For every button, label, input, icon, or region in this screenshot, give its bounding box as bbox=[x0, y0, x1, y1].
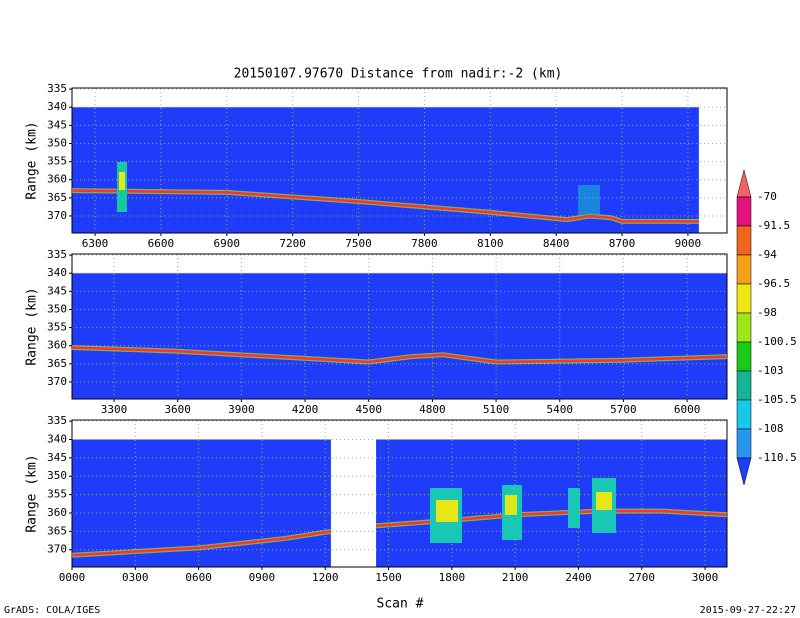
colorbar-cap bbox=[736, 457, 752, 486]
x-tick-label: 9000 bbox=[675, 237, 702, 250]
y-tick-label: 340 bbox=[47, 266, 67, 279]
echo-patch bbox=[505, 495, 517, 515]
x-tick-label: 0300 bbox=[122, 571, 149, 584]
y-tick-label: 345 bbox=[47, 118, 67, 131]
colorbar-cap bbox=[736, 169, 752, 198]
colorbar-label: -98 bbox=[757, 306, 777, 319]
y-tick-label: 345 bbox=[47, 451, 67, 464]
x-tick-label: 1500 bbox=[375, 571, 402, 584]
plot-frame bbox=[71, 253, 728, 400]
x-tick-label: 3000 bbox=[692, 571, 719, 584]
echo-patch bbox=[119, 172, 125, 190]
colorbar-segment bbox=[736, 370, 752, 401]
x-tick-label: 8400 bbox=[543, 237, 570, 250]
colorbar-label: -91.5 bbox=[757, 219, 790, 232]
colorbar-label: -103 bbox=[757, 364, 784, 377]
timestamp: 2015-09-27-22:27 bbox=[700, 605, 796, 616]
colorbar-segment bbox=[736, 225, 752, 256]
x-tick-label: 2400 bbox=[565, 571, 592, 584]
x-tick-label: 6600 bbox=[148, 237, 175, 250]
y-tick-label: 370 bbox=[47, 209, 67, 222]
x-tick-label: 0600 bbox=[185, 571, 212, 584]
colorbar-segment bbox=[736, 196, 752, 227]
x-tick-label: 3900 bbox=[228, 403, 255, 416]
x-tick-label: 5400 bbox=[546, 403, 573, 416]
y-tick-label: 360 bbox=[47, 339, 67, 352]
x-tick-label: 7200 bbox=[279, 237, 306, 250]
colorbar-segment bbox=[736, 312, 752, 343]
y-tick-label: 355 bbox=[47, 155, 67, 168]
echo-patch bbox=[436, 500, 458, 522]
y-tick-label: 350 bbox=[47, 469, 67, 482]
y-tick-label: 345 bbox=[47, 284, 67, 297]
x-tick-label: 7800 bbox=[411, 237, 438, 250]
y-tick-label: 360 bbox=[47, 173, 67, 186]
plot-frame bbox=[71, 87, 728, 234]
echo-patch bbox=[578, 185, 600, 215]
colorbar-label: -110.5 bbox=[757, 451, 797, 464]
y-axis-label: Range (km) bbox=[25, 287, 40, 365]
y-axis-label: Range (km) bbox=[25, 121, 40, 199]
y-tick-label: 365 bbox=[47, 191, 67, 204]
x-tick-label: 2700 bbox=[628, 571, 655, 584]
x-tick-label: 8100 bbox=[477, 237, 504, 250]
colorbar-label: -96.5 bbox=[757, 277, 790, 290]
colorbar-segment bbox=[736, 428, 752, 459]
footer: GrADS: COLA/IGES bbox=[4, 605, 100, 616]
x-tick-label: 6300 bbox=[82, 237, 109, 250]
y-tick-label: 335 bbox=[47, 82, 67, 95]
colorbar-label: -94 bbox=[757, 248, 777, 261]
y-tick-label: 340 bbox=[47, 432, 67, 445]
x-axis-label: Scan # bbox=[377, 597, 424, 612]
surface-line bbox=[71, 189, 699, 223]
colorbar-label: -105.5 bbox=[757, 393, 797, 406]
chart-title: 20150107.97670 Distance from nadir:-2 (k… bbox=[234, 67, 563, 82]
x-tick-label: 4500 bbox=[355, 403, 382, 416]
x-tick-label: 1800 bbox=[439, 571, 466, 584]
y-tick-label: 335 bbox=[47, 248, 67, 261]
colorbar-segment bbox=[736, 283, 752, 314]
y-tick-label: 365 bbox=[47, 524, 67, 537]
colorbar-segment bbox=[736, 254, 752, 285]
plot-frame bbox=[71, 419, 728, 568]
echo-patches bbox=[117, 162, 616, 543]
colorbar-segment bbox=[736, 341, 752, 372]
x-tick-label: 4800 bbox=[419, 403, 446, 416]
x-tick-label: 7500 bbox=[345, 237, 372, 250]
x-tick-label: 4200 bbox=[292, 403, 319, 416]
y-tick-label: 360 bbox=[47, 506, 67, 519]
echo-background bbox=[72, 107, 699, 233]
y-tick-label: 370 bbox=[47, 543, 67, 556]
x-tick-label: 0000 bbox=[59, 571, 86, 584]
x-tick-label: 5700 bbox=[610, 403, 637, 416]
x-tick-label: 8700 bbox=[609, 237, 636, 250]
colorbar-label: -100.5 bbox=[757, 335, 797, 348]
x-tick-label: 0900 bbox=[249, 571, 276, 584]
x-tick-label: 3600 bbox=[164, 403, 191, 416]
x-tick-label: 5100 bbox=[483, 403, 510, 416]
x-tick-label: 3300 bbox=[101, 403, 128, 416]
surface-line bbox=[71, 346, 728, 364]
y-tick-label: 350 bbox=[47, 302, 67, 315]
y-tick-label: 370 bbox=[47, 375, 67, 388]
x-tick-label: 6000 bbox=[674, 403, 701, 416]
y-tick-label: 350 bbox=[47, 136, 67, 149]
y-tick-label: 355 bbox=[47, 321, 67, 334]
y-tick-label: 355 bbox=[47, 488, 67, 501]
echo-background bbox=[72, 273, 727, 399]
y-tick-label: 335 bbox=[47, 414, 67, 427]
y-axis-label: Range (km) bbox=[25, 454, 40, 532]
colorbar-label: -70 bbox=[757, 190, 777, 203]
colorbar-label: -108 bbox=[757, 422, 784, 435]
echo-patch bbox=[568, 488, 580, 528]
x-tick-label: 2100 bbox=[502, 571, 529, 584]
y-tick-label: 365 bbox=[47, 357, 67, 370]
echo-patch bbox=[596, 492, 612, 510]
x-tick-label: 6900 bbox=[214, 237, 241, 250]
echo-background bbox=[376, 439, 727, 567]
y-tick-label: 340 bbox=[47, 100, 67, 113]
x-tick-label: 1200 bbox=[312, 571, 339, 584]
colorbar-segment bbox=[736, 399, 752, 430]
